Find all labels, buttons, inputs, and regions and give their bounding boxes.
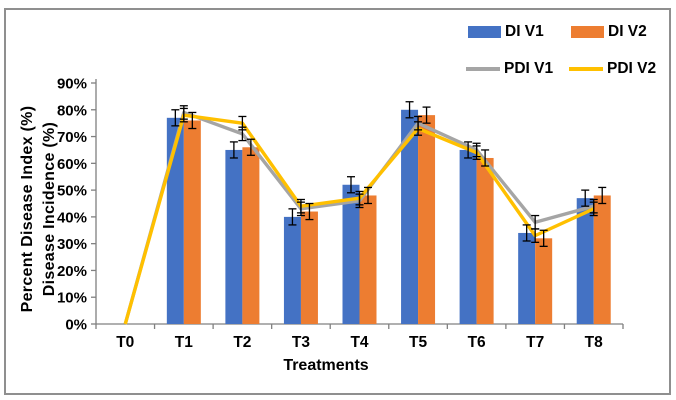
y-tick-label: 10% bbox=[57, 290, 87, 307]
x-category-label: T8 bbox=[585, 334, 603, 351]
y-tick-label: 70% bbox=[57, 129, 87, 146]
bar-di-v2-T8 bbox=[593, 195, 611, 324]
x-category-label: T5 bbox=[409, 334, 427, 351]
bar-di-v1-T4 bbox=[342, 184, 360, 324]
legend-label-pdi-v1: PDI V1 bbox=[504, 60, 554, 77]
bar-di-v2-T2 bbox=[242, 147, 260, 324]
y-tick-label: 80% bbox=[57, 102, 87, 119]
bar-di-v2-T7 bbox=[535, 238, 553, 324]
x-category-label: T0 bbox=[116, 334, 134, 351]
x-axis-title: Treatments bbox=[283, 357, 369, 374]
y-tick-label: 40% bbox=[57, 209, 87, 226]
bar-di-v1-T2 bbox=[225, 149, 243, 324]
bar-di-v1-T7 bbox=[518, 232, 536, 324]
x-category-label: T4 bbox=[350, 334, 368, 351]
legend-item-di-v2: DI V2 bbox=[571, 22, 647, 42]
y-axis-title-line2: Disease Incidence (%) bbox=[41, 121, 58, 297]
bar-di-v2-T6 bbox=[476, 157, 494, 324]
x-category-label: T2 bbox=[233, 334, 251, 351]
legend-label-di-v1: DI V1 bbox=[505, 23, 544, 40]
x-category-label: T6 bbox=[468, 334, 486, 351]
x-category-label: T3 bbox=[292, 334, 310, 351]
bar-di-v2-T5 bbox=[418, 115, 436, 324]
legend-swatch-di-v1 bbox=[468, 26, 501, 38]
bar-di-v1-T6 bbox=[459, 149, 477, 324]
legend-label-di-v2: DI V2 bbox=[608, 23, 647, 40]
legend-swatch-pdi-v2 bbox=[569, 67, 603, 71]
y-tick-label: 30% bbox=[57, 236, 87, 253]
legend-swatch-di-v2 bbox=[571, 26, 604, 38]
bar-di-v2-T3 bbox=[300, 211, 318, 324]
legend-item-di-v1: DI V1 bbox=[468, 22, 544, 42]
y-tick-label: 20% bbox=[57, 263, 87, 280]
bar-di-v1-T3 bbox=[283, 216, 301, 324]
legend-item-pdi-v2: PDI V2 bbox=[569, 59, 656, 79]
legend-item-pdi-v1: PDI V1 bbox=[466, 59, 553, 79]
y-axis-title: Percent Disease Index (%) Disease Incide… bbox=[17, 73, 63, 345]
bar-di-v1-T1 bbox=[166, 117, 184, 324]
bar-di-v1-T5 bbox=[401, 109, 419, 325]
y-tick-label: 60% bbox=[57, 156, 87, 173]
legend-swatch-pdi-v1 bbox=[466, 67, 500, 71]
bar-di-v2-T4 bbox=[359, 195, 377, 324]
x-category-label: T7 bbox=[526, 334, 544, 351]
y-axis-title-line1: Percent Disease Index (%) bbox=[19, 105, 36, 313]
y-tick-label: 90% bbox=[57, 76, 87, 93]
y-tick-label: 50% bbox=[57, 183, 87, 200]
bar-di-v2-T1 bbox=[183, 120, 201, 324]
legend-label-pdi-v2: PDI V2 bbox=[607, 60, 657, 77]
bar-di-v1-T8 bbox=[576, 198, 594, 324]
y-tick-label: 0% bbox=[65, 317, 87, 334]
x-category-label: T1 bbox=[175, 334, 193, 351]
